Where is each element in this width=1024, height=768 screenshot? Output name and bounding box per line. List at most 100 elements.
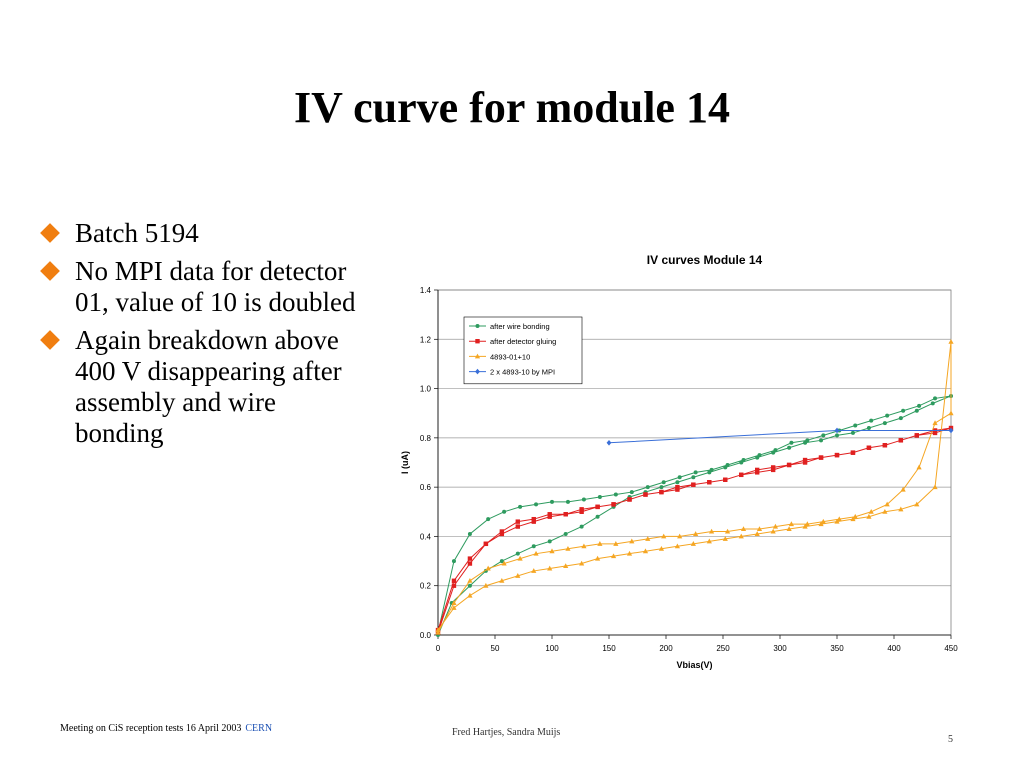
data-point <box>467 592 473 598</box>
data-point <box>948 410 954 416</box>
data-point <box>677 475 682 480</box>
data-point <box>531 516 536 522</box>
legend-box <box>463 316 583 385</box>
data-point <box>483 582 489 588</box>
data-point <box>786 526 792 532</box>
x-tick-label: 0 <box>436 644 441 653</box>
x-tick-label: 350 <box>830 644 844 653</box>
data-point <box>597 541 603 546</box>
data-point <box>882 443 888 448</box>
x-tick-label: 450 <box>944 644 958 653</box>
data-point <box>693 470 698 475</box>
x-tick-label: 200 <box>659 644 673 653</box>
bullet-text: No MPI data for detector 01, value of 10… <box>75 256 356 317</box>
data-point <box>852 513 858 519</box>
data-point <box>606 439 612 446</box>
data-point <box>802 457 808 463</box>
data-point <box>802 460 808 465</box>
data-point <box>435 627 441 633</box>
x-tick-label: 300 <box>773 644 787 653</box>
data-point <box>770 465 776 470</box>
y-tick-label: 0.0 <box>420 631 432 640</box>
data-point <box>518 504 523 509</box>
data-point <box>675 487 680 492</box>
y-axis-label: I (uA) <box>400 451 410 474</box>
data-point <box>579 560 585 566</box>
data-point <box>563 563 569 568</box>
data-point <box>550 499 554 504</box>
data-point <box>933 396 938 401</box>
data-point <box>882 508 888 514</box>
x-tick-label: 100 <box>545 644 559 653</box>
data-point <box>707 480 712 485</box>
data-point <box>531 519 536 524</box>
data-point <box>627 497 632 502</box>
data-point <box>900 486 906 492</box>
data-point <box>917 403 922 408</box>
data-point <box>819 438 824 443</box>
footer-left: Meeting on CiS reception tests 16 April … <box>60 723 272 734</box>
data-point <box>709 528 715 534</box>
data-point <box>565 545 571 551</box>
data-point <box>835 433 839 438</box>
data-point <box>916 464 922 470</box>
data-point <box>773 448 778 453</box>
data-point <box>499 529 505 534</box>
data-point <box>868 508 874 514</box>
series-line <box>437 341 952 633</box>
data-point <box>515 551 520 556</box>
data-point <box>483 541 489 547</box>
series-line <box>437 427 952 633</box>
data-point <box>661 480 666 485</box>
bullet-list: Batch 5194 No MPI data for detector 01, … <box>40 218 370 456</box>
data-point <box>579 509 584 514</box>
bullet-text: Again breakdown above 400 V disappearing… <box>75 325 342 448</box>
data-point <box>499 559 504 564</box>
data-point <box>645 536 651 541</box>
footer-cern-link[interactable]: CERN <box>245 723 273 734</box>
diamond-bullet-icon <box>40 261 60 281</box>
data-point <box>898 506 904 512</box>
data-point <box>467 583 472 588</box>
data-point <box>914 408 919 413</box>
diamond-bullet-icon <box>40 223 60 243</box>
diamond-bullet-icon <box>40 330 60 350</box>
data-point <box>818 455 824 460</box>
data-point <box>565 499 570 504</box>
x-tick-label: 250 <box>716 644 730 653</box>
data-point <box>451 559 456 564</box>
data-point <box>802 523 808 529</box>
data-point <box>884 501 890 507</box>
data-point <box>581 497 586 502</box>
data-point <box>882 421 887 426</box>
data-point <box>645 485 650 490</box>
legend-marker <box>475 324 480 328</box>
data-point <box>789 440 794 445</box>
y-tick-label: 1.4 <box>420 286 432 295</box>
data-point <box>932 420 938 426</box>
data-point <box>595 555 601 561</box>
data-point <box>531 568 537 573</box>
data-point <box>866 513 872 519</box>
data-point <box>629 538 635 544</box>
legend-marker <box>475 339 480 344</box>
data-point <box>821 433 826 438</box>
data-point <box>675 484 680 490</box>
data-point <box>709 467 714 472</box>
data-point <box>534 502 539 507</box>
data-point <box>613 492 618 497</box>
bullet-text: Batch 5194 <box>75 218 199 248</box>
data-point <box>485 565 491 571</box>
legend-label: 4893-01+10 <box>490 352 530 361</box>
data-point <box>597 495 602 499</box>
slide-title: IV curve for module 14 <box>294 83 730 132</box>
data-point <box>722 536 728 541</box>
legend-label: 2 x 4893-10 by MPI <box>490 368 555 377</box>
x-axis-label: Vbias(V) <box>676 660 712 670</box>
data-point <box>499 577 505 583</box>
data-point <box>547 512 552 517</box>
data-point <box>885 413 890 418</box>
data-point <box>834 427 840 434</box>
data-point <box>948 427 954 434</box>
data-point <box>547 514 552 519</box>
